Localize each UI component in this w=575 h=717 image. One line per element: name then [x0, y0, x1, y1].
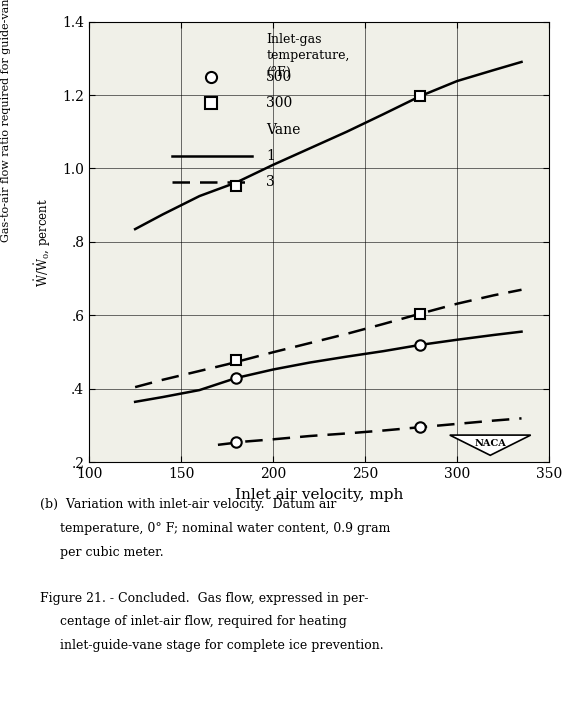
Text: Figure 21. - Concluded.  Gas flow, expressed in per-: Figure 21. - Concluded. Gas flow, expres…	[40, 592, 369, 604]
Text: 1: 1	[266, 149, 275, 163]
Text: inlet-guide-vane stage for complete ice prevention.: inlet-guide-vane stage for complete ice …	[40, 639, 384, 652]
Text: 3: 3	[266, 176, 275, 189]
Polygon shape	[450, 435, 531, 455]
Text: Vane: Vane	[266, 123, 301, 136]
Text: (b)  Variation with inlet-air velocity.  Datum air: (b) Variation with inlet-air velocity. D…	[40, 498, 336, 511]
Text: Inlet-gas
temperature,
($^{o}$F): Inlet-gas temperature, ($^{o}$F)	[266, 32, 350, 80]
Text: NACA: NACA	[474, 439, 506, 448]
Text: centage of inlet-air flow, required for heating: centage of inlet-air flow, required for …	[40, 615, 347, 628]
Text: 500: 500	[266, 70, 293, 84]
Text: $\mathregular{\dot{W}/\dot{W}_0}$, percent: $\mathregular{\dot{W}/\dot{W}_0}$, perce…	[33, 197, 53, 287]
Text: 300: 300	[266, 96, 293, 110]
X-axis label: Inlet air velocity, mph: Inlet air velocity, mph	[235, 488, 403, 503]
Text: temperature, 0° F; nominal water content, 0.9 gram: temperature, 0° F; nominal water content…	[40, 522, 390, 535]
Text: per cubic meter.: per cubic meter.	[40, 546, 164, 559]
Text: Gas-to-air flow ratio required for guide-vane anti-icing: Gas-to-air flow ratio required for guide…	[1, 0, 11, 242]
